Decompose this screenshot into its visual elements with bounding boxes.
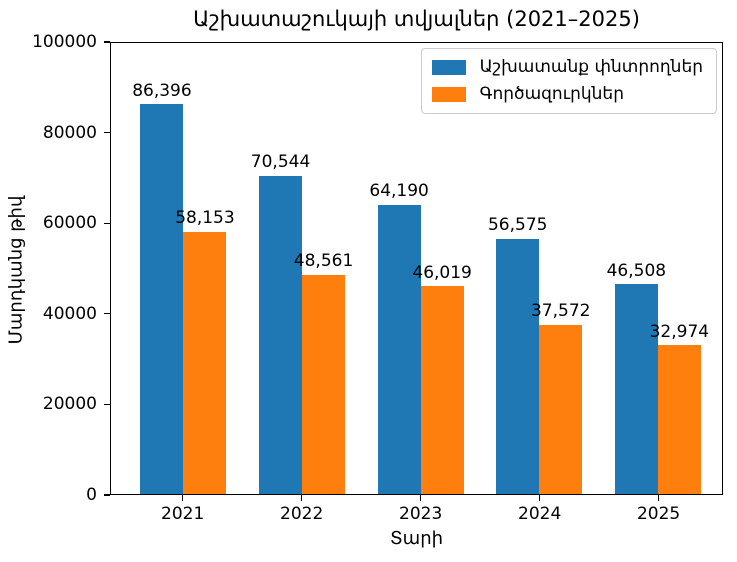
x-tick-label: 2023 bbox=[399, 504, 443, 524]
x-tick-mark bbox=[300, 495, 303, 501]
y-tick-mark bbox=[104, 41, 110, 43]
legend-color-patch bbox=[431, 87, 466, 103]
bar-series2-2021 bbox=[183, 231, 227, 494]
y-tick-label: 0 bbox=[86, 485, 97, 505]
bar-series1-2023 bbox=[377, 204, 421, 494]
y-tick-label: 80000 bbox=[42, 122, 97, 143]
y-tick-label: 40000 bbox=[42, 303, 97, 324]
legend-label: Գործազուրկներ bbox=[479, 84, 624, 105]
bar-series2-2025 bbox=[657, 345, 701, 494]
bar-value-label: 48,561 bbox=[293, 251, 354, 272]
y-tick-mark bbox=[104, 494, 110, 496]
bar-value-label: 86,396 bbox=[132, 80, 192, 101]
bar-value-label: 46,508 bbox=[606, 260, 667, 281]
plot-area: Աշխատանք փնտրողներ Գործազուրկներ 86,396 70… bbox=[110, 42, 723, 495]
y-axis: 0 20000 40000 60000 80000 100000 bbox=[0, 32, 110, 505]
bar-value-label: 56,575 bbox=[487, 215, 548, 236]
bar-series2-2024 bbox=[539, 324, 583, 494]
x-axis-label: Տարի bbox=[389, 528, 444, 549]
bar-value-label: 37,572 bbox=[530, 301, 591, 322]
bar-series1-2021 bbox=[140, 104, 184, 494]
x-tick-mark bbox=[182, 495, 184, 501]
bar-value-label: 46,019 bbox=[412, 262, 472, 283]
y-tick-label: 60000 bbox=[42, 213, 97, 234]
bar-value-label: 32,974 bbox=[649, 321, 710, 342]
y-tick-mark bbox=[104, 222, 110, 224]
x-tick-label: 2025 bbox=[636, 504, 681, 524]
bar-value-label: 64,190 bbox=[369, 180, 429, 201]
y-tick-mark bbox=[104, 403, 110, 406]
bar-series2-2023 bbox=[420, 286, 464, 494]
x-tick-mark bbox=[538, 495, 541, 501]
chart-title: Աշխատաշուկայի տվյալներ (2021–2025) bbox=[193, 7, 640, 31]
bar-series1-2022 bbox=[259, 175, 303, 494]
bar-value-label: 58,153 bbox=[175, 208, 235, 229]
x-tick-mark bbox=[419, 495, 422, 501]
x-tick-mark bbox=[657, 495, 660, 501]
legend-label: Աշխատանք փնտրողներ bbox=[479, 57, 703, 77]
legend-row: Գործազուրկներ bbox=[431, 84, 703, 105]
y-tick-label: 100000 bbox=[32, 32, 97, 52]
legend-row: Աշխատանք փնտրողներ bbox=[431, 57, 703, 77]
bar-series2-2022 bbox=[302, 275, 346, 494]
bar-series1-2025 bbox=[614, 284, 658, 494]
y-tick-mark bbox=[104, 313, 110, 315]
x-tick-label: 2021 bbox=[161, 504, 205, 524]
bar-series1-2024 bbox=[496, 238, 540, 494]
x-tick-label: 2022 bbox=[280, 504, 324, 524]
bar-value-label: 70,544 bbox=[250, 152, 311, 173]
y-tick-mark bbox=[104, 131, 110, 134]
legend: Աշխատանք փնտրողներ Գործազուրկներ bbox=[420, 48, 717, 114]
legend-color-patch bbox=[431, 59, 466, 75]
y-tick-label: 20000 bbox=[42, 394, 97, 415]
x-tick-label: 2024 bbox=[518, 504, 562, 524]
x-axis: 2021 2022 2023 2024 2025 bbox=[110, 495, 723, 562]
